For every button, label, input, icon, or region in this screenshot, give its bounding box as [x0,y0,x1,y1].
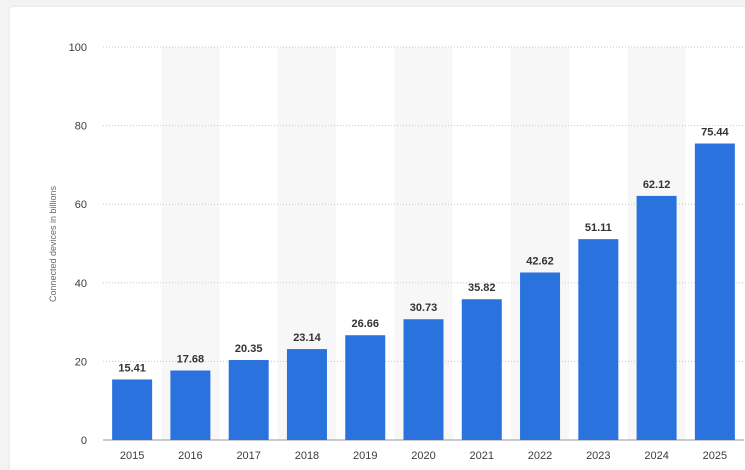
data-label-2018: 23.14 [293,332,321,344]
x-tick-label-2022: 2022 [528,450,552,462]
x-tick-label-2017: 2017 [236,450,260,462]
y-axis-title: Connected devices in billions [48,185,58,302]
bar-2016 [170,370,211,440]
x-axis-ticks: 2015 2016 2017 2018 2019 2020 2021 2022 2023 2024… [120,450,727,462]
bars [112,143,735,440]
bar-2015 [112,379,153,440]
bar-2024 [636,195,677,440]
y-axis-ticks: 0 20 40 60 80 100 [69,42,87,447]
y-tick-label-100: 100 [69,42,87,54]
data-label-2017: 20.35 [235,343,263,355]
x-tick-label-2020: 2020 [411,450,435,462]
x-tick-label-2023: 2023 [586,450,610,462]
bar-2020 [403,319,444,440]
bar-2025 [694,143,735,440]
y-tick-label-60: 60 [75,199,87,211]
bar-2021 [461,299,502,440]
x-tick-label-2021: 2021 [470,450,494,462]
data-labels: 15.41 17.68 20.35 23.14 26.66 30.73 35.82 42.62… [118,127,729,375]
data-label-2023: 51.11 [585,222,612,234]
data-label-2024: 62.12 [643,179,671,191]
bar-2023 [578,239,619,440]
x-tick-label-2016: 2016 [178,450,202,462]
data-label-2025: 75.44 [701,127,729,139]
x-tick-label-2018: 2018 [295,450,319,462]
x-tick-label-2015: 2015 [120,450,144,462]
x-tick-label-2024: 2024 [644,450,668,462]
bar-2019 [345,335,386,440]
y-tick-label-20: 20 [75,356,87,368]
bar-2022 [520,272,561,440]
x-tick-label-2019: 2019 [353,450,377,462]
data-label-2019: 26.66 [351,318,379,330]
data-label-2020: 30.73 [410,302,438,314]
data-label-2021: 35.82 [468,282,496,294]
y-tick-label-40: 40 [75,278,87,290]
y-tick-label-0: 0 [81,435,87,447]
data-label-2015: 15.41 [118,362,146,374]
x-tick-label-2025: 2025 [703,450,727,462]
data-label-2022: 42.62 [526,256,554,268]
data-label-2016: 17.68 [177,354,205,366]
y-tick-label-80: 80 [75,121,87,133]
bar-2018 [286,349,327,440]
bar-2017 [228,360,269,440]
